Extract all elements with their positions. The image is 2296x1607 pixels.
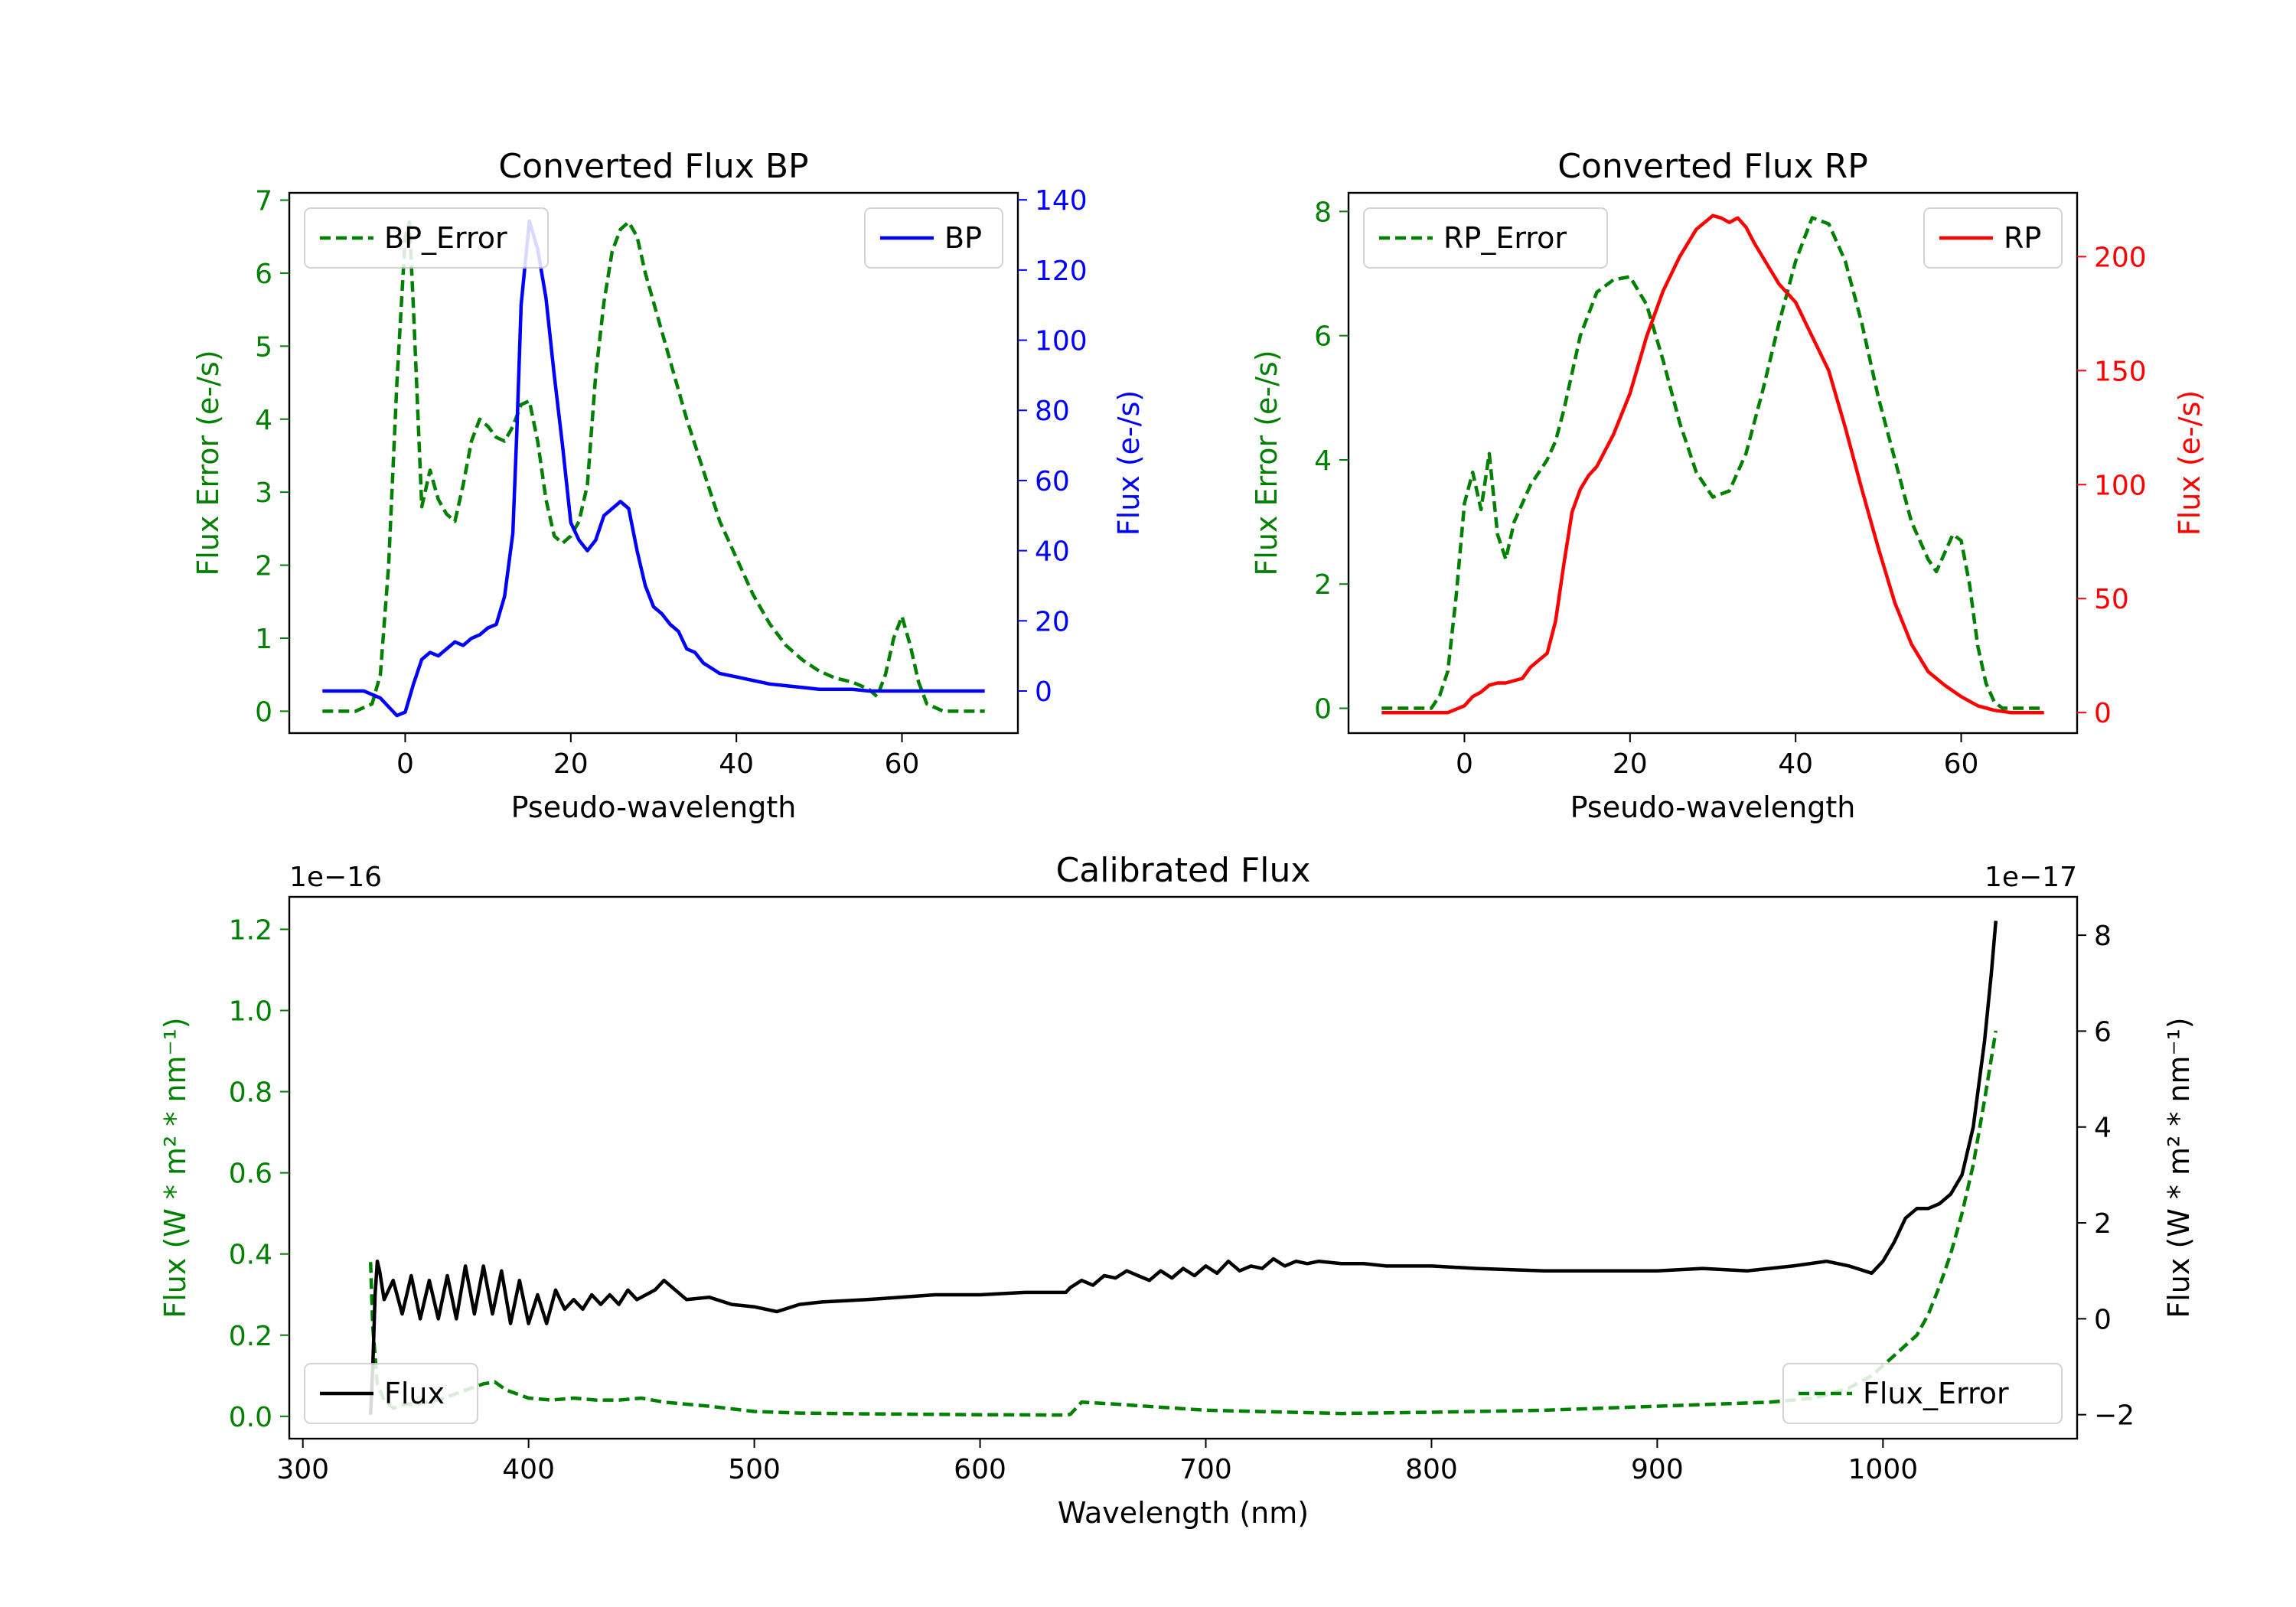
bp-ylabel-right: Flux (e-/s) [1112,390,1146,536]
cal-ytick-left-label: 1.0 [229,996,272,1027]
legend-box [1782,1363,2063,1424]
legend-label: BP [944,221,982,255]
bp-ytick-left-label: 2 [255,551,272,582]
rp-ytick-right-label: 200 [2094,242,2147,273]
bp-ylabel-left: Flux Error (e-/s) [191,350,225,575]
cal-xtick-label: 500 [728,1454,781,1485]
cal-title: Calibrated Flux [1056,851,1311,890]
bp-title: Converted Flux BP [498,147,808,186]
bp-xtick-label: 0 [396,748,414,780]
bp-ytick-left-label: 5 [255,331,272,363]
cal-series-flux [368,921,1998,1415]
cal-ytick-right-label: 8 [2094,921,2112,952]
bp-xtick-label: 60 [885,748,920,780]
cal-xtick-label: 600 [954,1454,1006,1485]
cal-ytick-left-label: 0.4 [229,1240,272,1271]
bp-panel: Converted Flux BP 0 20 40 60 0 1 2 3 4 5 6 7 0 20 40 60 8… [191,147,1146,824]
bp-xtick-label: 40 [719,748,754,780]
bp-series-bp [322,219,985,718]
legend-label: RP_Error [1443,221,1567,255]
cal-axes-frame [288,895,2079,1440]
cal-ytick-right-label: 6 [2094,1016,2112,1048]
cal-ytick-left-label: 0.0 [229,1402,272,1433]
legend-label: RP [2004,221,2041,255]
cal-xtick-label: 800 [1405,1454,1458,1485]
legend-box [304,207,549,269]
rp-axes-frame [1347,191,2079,735]
legend-box [304,1363,478,1424]
rp-ytick-left-label: 2 [1314,569,1332,601]
cal-ytick-left-label: 1.2 [229,914,272,946]
bp-axes-frame [288,191,1019,735]
rp-xtick-label: 40 [1778,748,1813,780]
rp-legend-rp: RP [1923,207,2063,269]
rp-ytick-right-label: 150 [2094,356,2147,387]
bp-ytick-left-label: 1 [255,624,272,655]
bp-ytick-right-label: 0 [1035,676,1052,708]
legend-box [1363,207,1608,269]
cal-ytick-right-label: 0 [2094,1304,2112,1335]
rp-series-rp [1381,214,2044,715]
cal-ytick-right-label: 4 [2094,1113,2112,1144]
bp-ytick-right-label: 100 [1035,326,1088,357]
cal-ytick-left-label: 0.2 [229,1321,272,1352]
cal-ytick-right-label: 2 [2094,1208,2112,1240]
rp-title: Converted Flux RP [1557,147,1868,186]
bp-xlabel: Pseudo-wavelength [511,790,797,824]
bp-ytick-left-label: 7 [255,186,272,217]
cal-xtick-label: 400 [502,1454,555,1485]
cal-offset-right: 1e−17 [1985,862,2077,893]
rp-panel: Converted Flux RP 0 20 40 60 0 2 4 6 8 0 50 100 150 20… [1250,147,2206,824]
cal-ytick-left-label: 0.6 [229,1159,272,1190]
cal-legend-flux: Flux [304,1363,478,1424]
bp-ytick-left-label: 3 [255,478,272,509]
rp-xlabel: Pseudo-wavelength [1570,790,1856,824]
calibrated-panel: Calibrated Flux 300 400 500 600 700 800 900 1000… [158,851,2196,1530]
cal-ylabel-right: Flux (W * m² * nm⁻¹) [2162,1017,2196,1318]
cal-xtick-label: 1000 [1848,1454,1919,1485]
cal-offset-left: 1e−16 [289,862,382,893]
legend-label: Flux_Error [1863,1377,2009,1410]
bp-legend-bp-error: BP_Error [304,207,549,269]
rp-ytick-left-label: 8 [1314,197,1332,228]
bp-ytick-right-label: 60 [1035,466,1070,497]
bp-legend-bp: BP [864,207,1003,269]
cal-xtick-label: 700 [1179,1454,1232,1485]
bp-ytick-left-label: 4 [255,405,272,436]
bp-ytick-right-label: 140 [1035,185,1088,217]
rp-legend-rp-error: RP_Error [1363,207,1608,269]
rp-xtick-label: 0 [1456,748,1473,780]
bp-xtick-label: 20 [553,748,589,780]
bp-ytick-right-label: 20 [1035,606,1070,637]
bp-series-bp-error [322,220,985,713]
cal-xlabel: Wavelength (nm) [1058,1496,1309,1530]
legend-label: BP_Error [384,221,507,255]
cal-legend-flux-error: Flux_Error [1782,1363,2063,1424]
bp-ytick-left-label: 0 [255,696,272,728]
cal-xtick-label: 900 [1631,1454,1684,1485]
cal-ylabel-left: Flux (W * m² * nm⁻¹) [158,1017,192,1318]
legend-label: Flux [384,1377,445,1410]
cal-ytick-left-label: 0.8 [229,1077,272,1109]
bp-ytick-left-label: 6 [255,259,272,290]
bp-ytick-right-label: 120 [1035,256,1088,287]
cal-ytick-right-label: −2 [2094,1400,2135,1432]
bp-ytick-right-label: 80 [1035,396,1070,427]
rp-ytick-left-label: 0 [1314,694,1332,725]
rp-ylabel-left: Flux Error (e-/s) [1250,350,1283,575]
rp-ytick-right-label: 100 [2094,470,2147,501]
rp-ylabel-right: Flux (e-/s) [2173,390,2206,536]
bp-ytick-right-label: 40 [1035,536,1070,568]
rp-ytick-right-label: 0 [2094,698,2112,729]
rp-ytick-left-label: 4 [1314,445,1332,477]
rp-xtick-label: 20 [1613,748,1648,780]
rp-xtick-label: 60 [1944,748,1979,780]
cal-xtick-label: 300 [276,1454,329,1485]
rp-ytick-right-label: 50 [2094,584,2129,615]
rp-series-rp-error [1381,216,2044,710]
rp-ytick-left-label: 6 [1314,321,1332,353]
